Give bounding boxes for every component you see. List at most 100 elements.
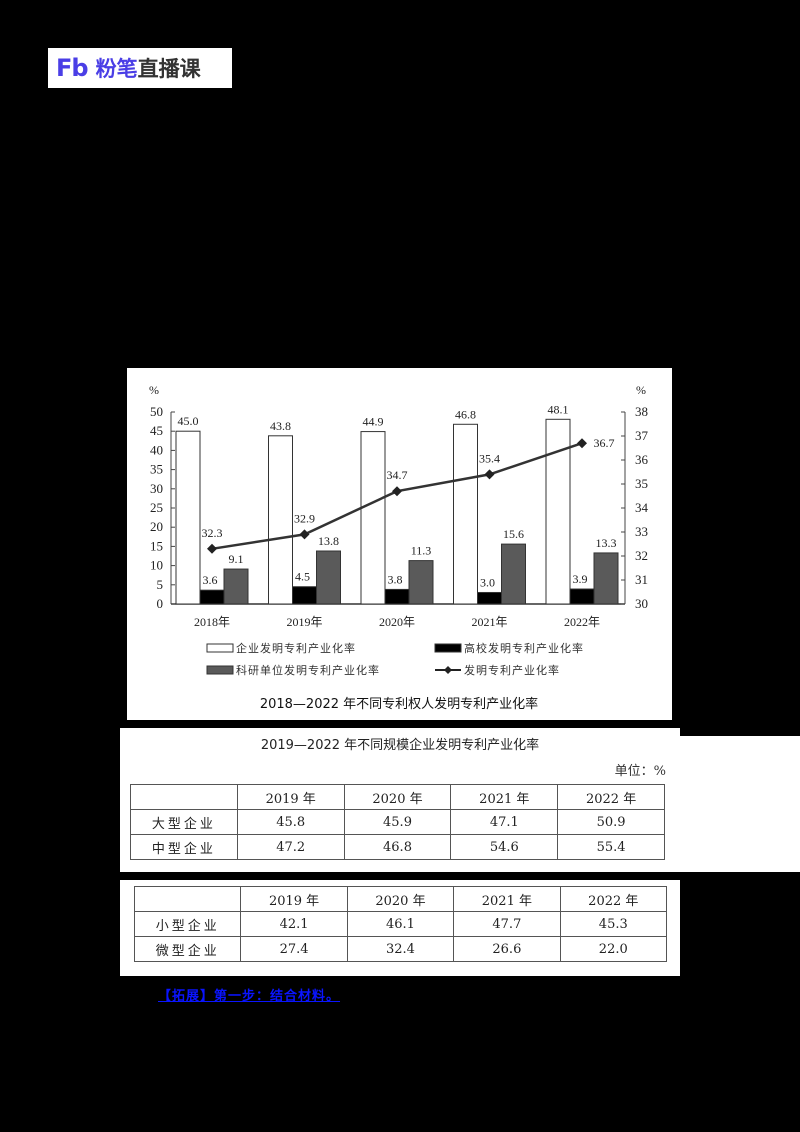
bar — [569, 588, 595, 605]
right-tick-label: 35 — [635, 476, 648, 491]
chart-panel: %% 0 5 10 15 20 25 30 35 40 45 50 30 31 32 33 34 35 36 37 38… — [127, 368, 672, 720]
left-tick-label: 15 — [150, 538, 163, 553]
bar — [175, 430, 201, 605]
column-header: 2021 年 — [453, 886, 561, 912]
left-tick-label: 25 — [150, 500, 163, 515]
right-axis-unit: % — [636, 383, 646, 397]
cell-value: 42.1 — [240, 911, 348, 937]
table2: 2019 年 2020 年 2021 年 2022 年小型企业 42.1 46.1 47.7… — [133, 886, 668, 962]
cell-value: 22.0 — [559, 936, 668, 962]
x-tick-label: 2020年 — [379, 615, 415, 629]
bar-value-label: 3.6 — [203, 573, 218, 587]
bar-value-label: 13.8 — [318, 534, 339, 548]
row-label: 小型企业 — [133, 911, 242, 937]
fenbi-logo: Fb 粉笔 直播课 — [48, 48, 232, 88]
column-header: 2022 年 — [557, 784, 665, 810]
cell-value: 50.9 — [557, 809, 665, 835]
left-tick-label: 20 — [150, 519, 163, 534]
right-tick-label: 31 — [635, 572, 648, 587]
header-corner — [133, 886, 242, 912]
line-value-label: 32.3 — [202, 526, 223, 540]
cell-value: 46.1 — [346, 911, 455, 937]
right-tick-label: 36 — [635, 452, 649, 467]
cell-value: 46.8 — [343, 834, 452, 860]
legend-label: 科研单位发明专利产业化率 — [236, 663, 380, 677]
bar-value-label: 3.9 — [573, 572, 588, 586]
table1-unit: 单位：% — [614, 764, 666, 779]
combo-chart: % % 0 5 10 15 20 25 30 35 40 45 50 30 31 32 33 34 35 36 37 38… — [149, 383, 649, 712]
legend-swatch — [206, 643, 234, 653]
left-tick-label: 30 — [150, 481, 163, 496]
bar — [453, 423, 478, 605]
legend-label: 企业发明专利产业化率 — [236, 641, 356, 655]
bar-value-label: 11.3 — [411, 544, 432, 558]
right-tick-label: 33 — [635, 524, 648, 539]
right-tick-label: 30 — [635, 596, 648, 611]
legend-swatch — [434, 643, 462, 653]
column-header: 2019 年 — [236, 784, 345, 810]
logo-brand: 粉笔 — [95, 57, 138, 81]
cell-value: 47.1 — [450, 809, 559, 835]
bar-value-label: 4.5 — [295, 570, 310, 584]
diamond-marker — [299, 529, 310, 540]
column-header: 2020 年 — [343, 784, 452, 810]
bar-value-label: 9.1 — [229, 552, 244, 566]
bar — [199, 589, 225, 605]
column-header: 2020 年 — [346, 886, 455, 912]
cell-value: 54.6 — [450, 834, 559, 860]
bar — [408, 560, 434, 605]
column-header: 2022 年 — [559, 886, 668, 912]
left-tick-label: 45 — [150, 423, 163, 438]
x-tick-label: 2019年 — [286, 615, 322, 629]
cell-value: 32.4 — [346, 936, 455, 962]
bar-value-label: 46.8 — [455, 407, 476, 421]
column-header: 2019 年 — [240, 886, 348, 912]
bar-value-label: 43.8 — [270, 419, 291, 433]
legend-label: 发明专利产业化率 — [464, 663, 560, 677]
fb-logo-icon: Fb — [56, 54, 89, 82]
table1-title: 2019—2022 年不同规模企业发明专利产业化率 — [260, 738, 540, 753]
right-tick-label: 37 — [635, 428, 649, 443]
cell-value: 55.4 — [557, 834, 665, 860]
table1-panel: 2019—2022 年不同规模企业发明专利产业化率 单位：% 2019 年 202… — [120, 728, 680, 872]
table1-panel-extension — [680, 736, 800, 872]
table2-panel: 2019 年 2020 年 2021 年 2022 年小型企业 42.1 46.1 47.7… — [120, 880, 680, 976]
bar — [593, 552, 619, 605]
line-value-label: 36.7 — [594, 436, 615, 450]
left-tick-label: 10 — [150, 558, 163, 573]
bar-value-label: 44.9 — [363, 415, 384, 429]
table1: 2019 年 2020 年 2021 年 2022 年大型企业 45.8 45.9 47.1… — [130, 784, 665, 860]
cell-value: 26.6 — [453, 936, 561, 962]
expand-note-link[interactable]: 【拓展】第一步：结合材料。 — [158, 989, 341, 1004]
logo-subtitle: 直播课 — [137, 57, 201, 81]
chart-title: 2018—2022 年不同专利权人发明专利产业化率 — [260, 696, 538, 712]
row-label: 微型企业 — [133, 936, 242, 962]
bar — [501, 543, 526, 605]
left-tick-label: 35 — [150, 462, 163, 477]
left-tick-label: 40 — [150, 442, 163, 457]
bar — [545, 418, 571, 605]
left-tick-label: 50 — [150, 404, 163, 419]
left-tick-label: 5 — [157, 577, 164, 592]
bar-value-label: 13.3 — [596, 536, 617, 550]
table-row: 大型企业 45.8 45.9 47.1 50.9 — [130, 809, 665, 835]
right-tick-label: 34 — [635, 500, 649, 515]
bar-value-label: 15.6 — [503, 527, 524, 541]
header-corner — [130, 784, 238, 810]
diamond-marker — [207, 543, 217, 554]
cell-value: 27.4 — [240, 936, 348, 962]
diamond-marker — [577, 438, 587, 449]
bar — [384, 588, 410, 605]
left-tick-label: 0 — [157, 596, 164, 611]
bar-value-label: 45.0 — [178, 414, 199, 428]
column-header: 2021 年 — [450, 784, 559, 810]
legend-label: 高校发明专利产业化率 — [464, 641, 584, 655]
left-axis-unit: % — [149, 383, 159, 397]
x-tick-label: 2022年 — [564, 615, 600, 629]
bar — [292, 586, 317, 605]
cell-value: 47.7 — [453, 911, 561, 937]
right-tick-label: 38 — [635, 404, 648, 419]
bar — [223, 568, 249, 605]
row-label: 大型企业 — [130, 809, 238, 835]
diamond-marker — [392, 486, 402, 497]
